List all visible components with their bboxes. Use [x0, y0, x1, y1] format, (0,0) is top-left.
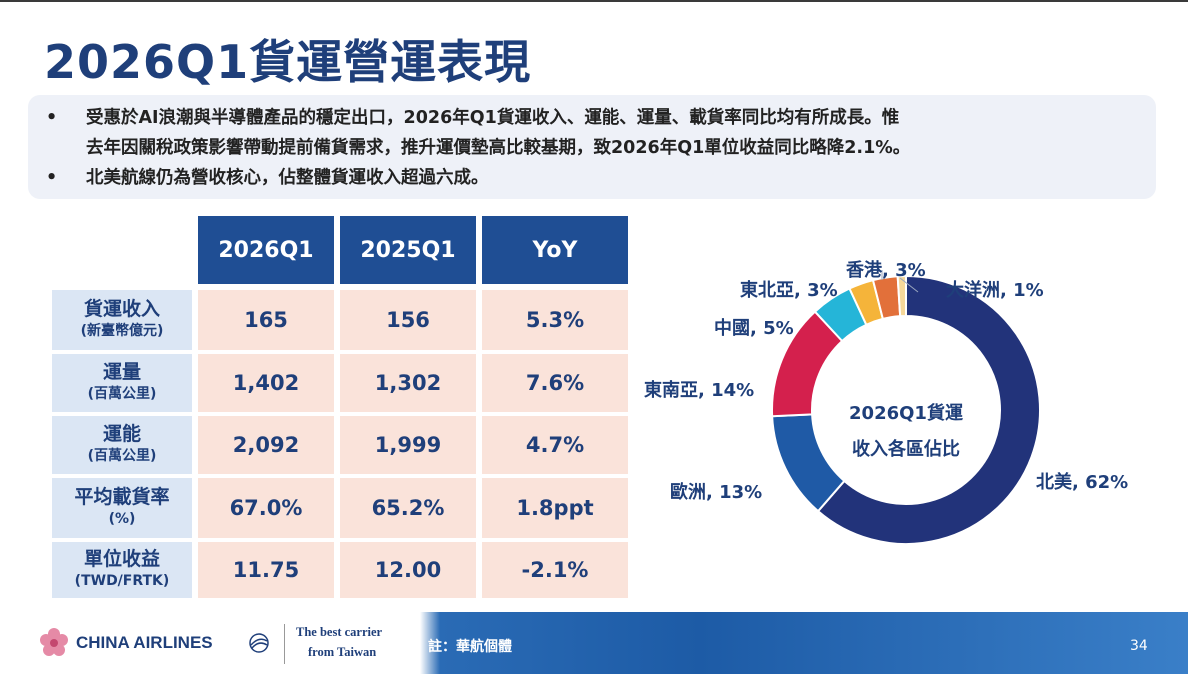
donut-slice-大洋洲 [896, 274, 907, 318]
table-header-yoy: YoY [482, 216, 628, 284]
footer-divider [284, 624, 285, 664]
bullet-dot: • [46, 168, 58, 188]
top-border [0, 0, 1188, 2]
row-label-text: 運量 [102, 361, 141, 383]
table-cell: 7.6% [482, 354, 628, 412]
table-cell: 67.0% [198, 478, 334, 538]
table-cell: 156 [340, 290, 476, 350]
table-cell: 2,092 [198, 416, 334, 474]
bullet-item-1: • 受惠於AI浪潮與半導體產品的穩定出口，2026年Q1貨運收入、運能、運量、載… [38, 103, 1142, 163]
table-cell: 1,302 [340, 354, 476, 412]
row-unit-text: (百萬公里) [87, 448, 157, 464]
summary-box: • 受惠於AI浪潮與半導體產品的穩定出口，2026年Q1貨運收入、運能、運量、載… [28, 95, 1156, 199]
donut-slice-北美 [816, 274, 1042, 545]
skyteam-icon [249, 633, 269, 653]
table-row-label: 運能 (百萬公里) [52, 416, 192, 474]
footer-brand-area: CHINA AIRLINES The best carrier from Tai… [0, 612, 420, 674]
table-cell: 4.7% [482, 416, 628, 474]
bullet-1-line-1: 受惠於AI浪潮與半導體產品的穩定出口，2026年Q1貨運收入、運能、運量、載貨率… [86, 108, 900, 128]
slice-label-northeast-asia: 東北亞, 3% [740, 280, 838, 301]
slice-label-southeast-asia: 東南亞, 14% [644, 380, 755, 401]
donut-center-line-1: 2026Q1貨運 [849, 403, 963, 424]
table-cell: 65.2% [340, 478, 476, 538]
brand-name: CHINA AIRLINES [76, 633, 213, 652]
page-title: 2026Q1貨運營運表現 [44, 35, 532, 89]
row-unit-text: (百萬公里) [87, 386, 157, 402]
donut-center-label: 2026Q1貨運 收入各區佔比 [816, 396, 996, 468]
page-number: 34 [1130, 638, 1148, 654]
row-label-text: 平均載貨率 [74, 486, 170, 508]
revenue-share-donut-chart: 2026Q1貨運 收入各區佔比 北美, 62% 歐洲, 13% 東南亞, 14%… [600, 230, 1188, 610]
slice-label-north-america: 北美, 62% [1036, 472, 1129, 493]
table-cell: -2.1% [482, 542, 628, 598]
donut-center-line-2: 收入各區佔比 [852, 439, 960, 460]
row-unit-text: (新臺幣億元) [80, 323, 164, 339]
donut-svg [771, 270, 1042, 545]
plum-blossom-logo-icon [40, 628, 68, 656]
table-cell: 1,999 [340, 416, 476, 474]
table-cell: 1.8ppt [482, 478, 628, 538]
table-row-label: 單位收益 (TWD/FRTK) [52, 542, 192, 598]
bullet-dot: • [46, 108, 58, 128]
slogan-line-2: from Taiwan [308, 645, 377, 659]
slice-label-china: 中國, 5% [714, 318, 794, 339]
row-unit-text: (%) [108, 511, 136, 527]
row-label-text: 貨運收入 [83, 298, 160, 320]
leader-line [899, 277, 919, 293]
table-header-2026q1: 2026Q1 [198, 216, 334, 284]
table-header-2025q1: 2025Q1 [340, 216, 476, 284]
row-label-text: 運能 [102, 423, 141, 445]
bullet-1-line-2: 去年因關稅政策影響帶動提前備貨需求，推升運價墊高比較基期，致2026年Q1單位收… [86, 138, 911, 158]
footnote: 註：華航個體 [428, 639, 512, 655]
table-row-label: 貨運收入 (新臺幣億元) [52, 290, 192, 350]
slogan: The best carrier from Taiwan [296, 622, 382, 662]
slogan-line-1: The best carrier [296, 625, 383, 639]
slice-label-oceania: 大洋洲, 1% [946, 280, 1044, 301]
footer-bar: CHINA AIRLINES The best carrier from Tai… [0, 612, 1188, 674]
table-row-label: 運量 (百萬公里) [52, 354, 192, 412]
slice-label-europe: 歐洲, 13% [670, 482, 763, 503]
table-cell: 11.75 [198, 542, 334, 598]
table-row-label: 平均載貨率 (%) [52, 478, 192, 538]
slice-label-hong-kong: 香港, 3% [846, 260, 926, 281]
table-cell: 12.00 [340, 542, 476, 598]
row-label-text: 單位收益 [83, 548, 160, 570]
bullet-2-text: 北美航線仍為營收核心，佔整體貨運收入超過六成。 [86, 168, 489, 188]
table-cell: 1,402 [198, 354, 334, 412]
table-cell: 165 [198, 290, 334, 350]
bullet-item-2: • 北美航線仍為營收核心，佔整體貨運收入超過六成。 [38, 163, 1142, 193]
table-cell: 5.3% [482, 290, 628, 350]
row-unit-text: (TWD/FRTK) [74, 573, 170, 589]
